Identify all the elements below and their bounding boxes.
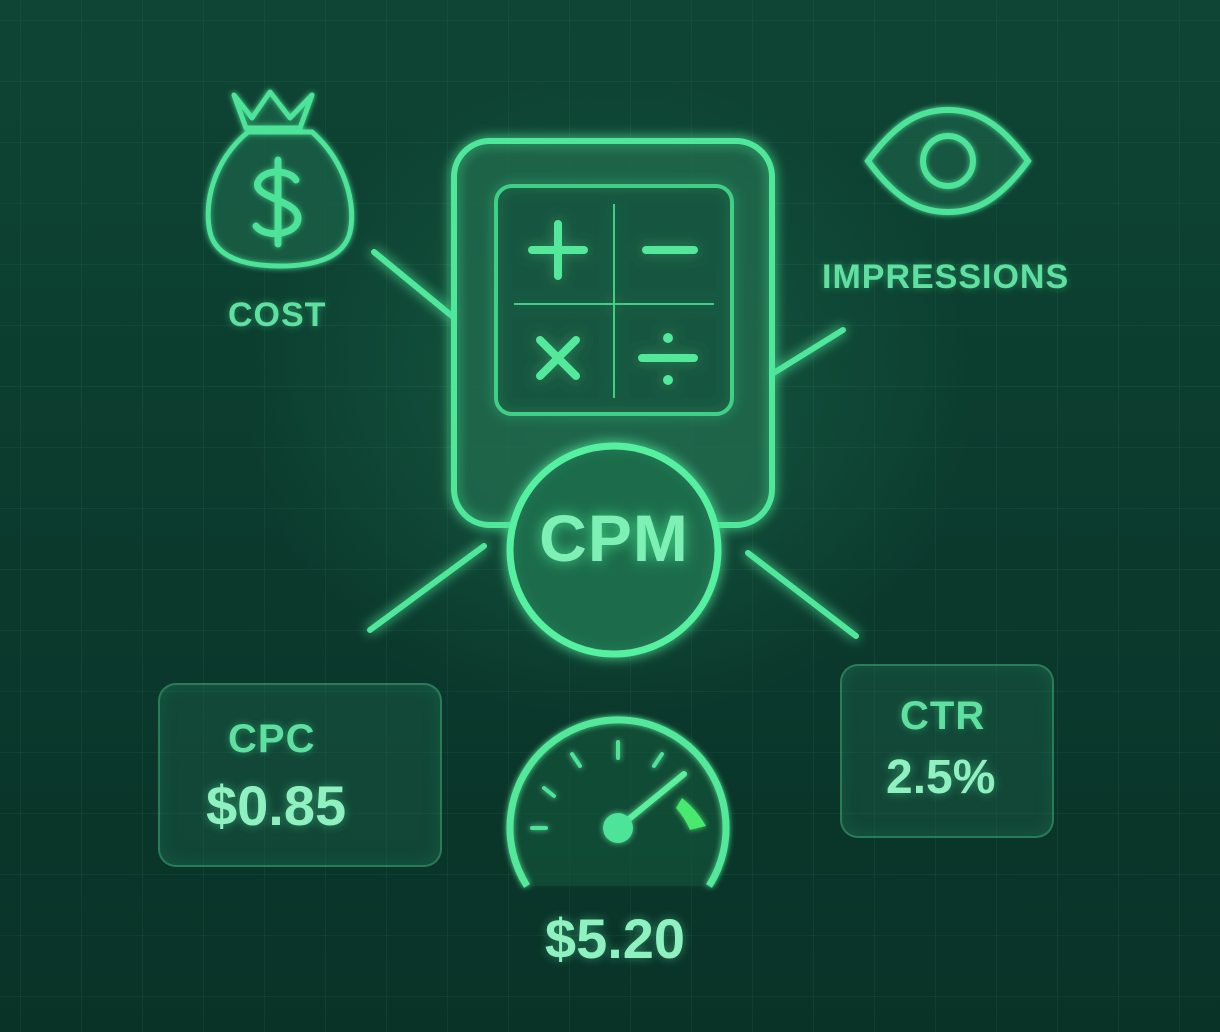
connector-cpc — [367, 543, 487, 633]
connector-ctr — [745, 550, 859, 639]
cpm-label: CPM — [539, 501, 689, 575]
gauge-value: $5.20 — [544, 907, 686, 970]
speedometer-icon — [506, 716, 730, 888]
connector-lines — [367, 249, 859, 639]
impressions-label: IMPRESSIONS — [822, 258, 1070, 296]
eye-icon — [864, 106, 1032, 216]
ctr-card: CTR 2.5% — [840, 664, 1054, 838]
money-bag-icon — [205, 89, 355, 269]
ctr-title: CTR — [900, 694, 986, 738]
cpc-card: CPC $0.85 — [158, 683, 442, 867]
cpc-value: $0.85 — [206, 774, 347, 837]
ctr-value: 2.5% — [886, 751, 996, 804]
cost-label: COST — [228, 296, 327, 334]
connector-impressions — [769, 327, 846, 377]
calculator-icon — [451, 138, 775, 528]
cpc-title: CPC — [228, 717, 316, 761]
cpm-badge — [506, 442, 722, 658]
connector-cost — [371, 249, 455, 319]
